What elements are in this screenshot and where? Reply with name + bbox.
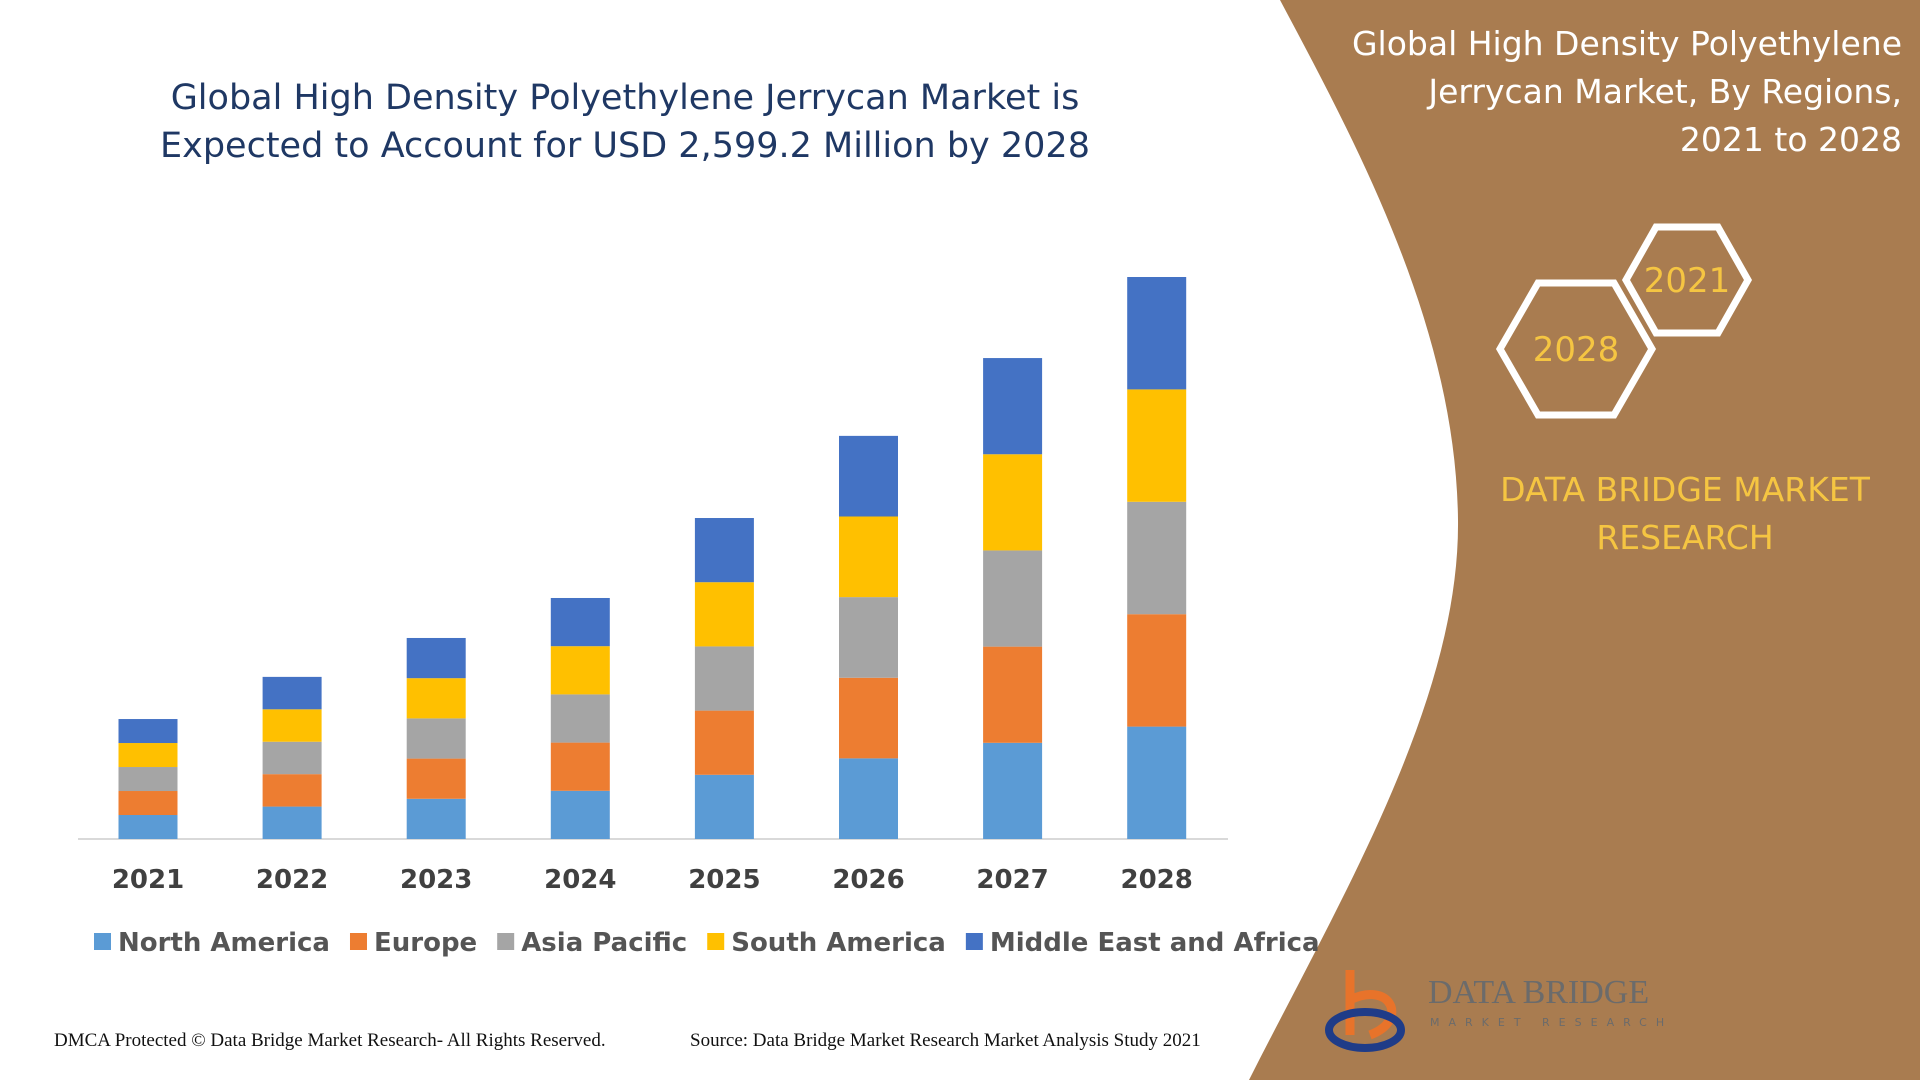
legend-swatch (497, 933, 515, 950)
bar-segment (1127, 726, 1187, 839)
bar-segment (1127, 614, 1187, 727)
chart-title: Global High Density Polyethylene Jerryca… (160, 78, 1090, 166)
bar-segment (262, 774, 322, 807)
bar-segment (1127, 501, 1187, 615)
bar-segment (118, 743, 178, 768)
bar-segment (550, 790, 610, 839)
hexagon (1495, 279, 1657, 419)
bar-segment (839, 516, 898, 598)
bar-segment (262, 806, 322, 839)
bar-segment (694, 710, 754, 775)
logo: DATA BRIDGE MARKET RESEARCH (1325, 970, 1673, 1052)
bar-segment (262, 709, 322, 742)
bar-segment (118, 767, 178, 792)
bar-segment (1127, 389, 1187, 502)
legend-swatch (965, 933, 983, 950)
bar-segment (262, 676, 322, 710)
bar-segment (118, 791, 178, 816)
hexagon (1621, 223, 1753, 337)
bar-segment (839, 435, 898, 517)
hexagon-label: 2021 (1644, 261, 1731, 301)
logo-mark (1345, 970, 1397, 1040)
bar-segment (550, 646, 610, 695)
hexagon-label: 2028 (1533, 330, 1620, 370)
bar-segment (550, 597, 610, 647)
brand: DATA BRIDGE MARKET RESEARCH (1500, 470, 1870, 557)
x-tick-label: 2025 (688, 865, 760, 895)
bar-segment (406, 637, 466, 679)
bar-segment (839, 597, 898, 678)
bar-segment (694, 646, 754, 711)
bar-segment (550, 742, 610, 791)
bar-segment (406, 718, 466, 759)
logo-tagline: MARKET RESEARCH (1430, 1016, 1673, 1029)
bar-segment (694, 582, 754, 647)
bar-segment (262, 741, 322, 775)
bar-segment (839, 677, 898, 759)
bar-segment (550, 694, 610, 743)
logo-text: DATA BRIDGE (1428, 974, 1649, 1011)
bar-segment (118, 815, 178, 839)
legend-swatch (349, 933, 367, 950)
bar-segment (694, 518, 754, 583)
legend-swatch (707, 933, 725, 950)
side-panel (1249, 0, 1920, 1080)
bar-segment (839, 758, 898, 839)
bar-segment (406, 758, 466, 799)
legend-label: Europe (374, 928, 477, 958)
x-tick-label: 2021 (112, 865, 184, 895)
bar-segment (983, 742, 1043, 839)
bar-segment (1127, 277, 1187, 390)
legend-label: Asia Pacific (521, 928, 687, 958)
bar-segment (118, 719, 178, 744)
legend-label: South America (731, 928, 946, 958)
x-tick-label: 2028 (1121, 865, 1193, 895)
legend-swatch (94, 933, 111, 950)
panel-title: Global High Density Polyethylene Jerryca… (1351, 24, 1902, 159)
bar-segment (406, 798, 466, 839)
x-tick-label: 2022 (256, 865, 328, 895)
bar-segment (983, 358, 1043, 455)
source: Source: Data Bridge Market Research Mark… (690, 1030, 1201, 1051)
bar-segment (983, 646, 1043, 743)
copyright: DMCA Protected © Data Bridge Market Rese… (54, 1030, 606, 1051)
legend-label: North America (118, 928, 330, 958)
bar-segment (983, 454, 1043, 551)
legend-label: Middle East and Africa (990, 928, 1320, 958)
x-tick-label: 2024 (544, 865, 616, 895)
bar-segment (406, 678, 466, 719)
bar-segment (694, 774, 754, 839)
bar-segment (983, 550, 1043, 647)
x-tick-label: 2023 (400, 865, 472, 895)
x-tick-label: 2027 (976, 865, 1048, 895)
x-tick-label: 2026 (832, 865, 904, 895)
logo-mark (1325, 1008, 1405, 1052)
